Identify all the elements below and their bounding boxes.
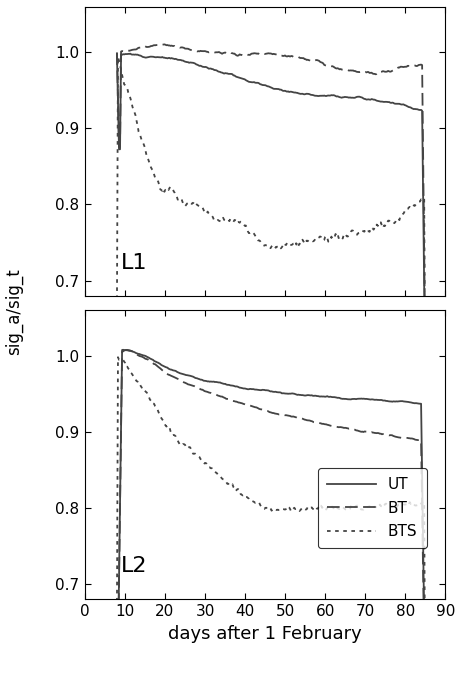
BTS (116, 355, 122, 364)
Line: UT: UT (117, 350, 425, 677)
BT (375, 429, 381, 437)
UT (115, 653, 121, 661)
UT (395, 397, 400, 406)
Line: BT: BT (117, 350, 425, 677)
UT (304, 391, 309, 399)
BT (299, 414, 304, 422)
UT (120, 346, 126, 354)
UT (298, 391, 303, 399)
Line: BTS: BTS (117, 357, 425, 677)
BTS (395, 502, 400, 510)
BTS (115, 353, 121, 362)
BT (304, 416, 309, 424)
BTS (114, 606, 120, 614)
BTS (299, 504, 304, 512)
Text: sig_a/sig_t: sig_a/sig_t (5, 268, 23, 355)
BTS (298, 506, 303, 514)
UT (299, 391, 304, 399)
Text: L1: L1 (121, 253, 147, 273)
X-axis label: days after 1 February: days after 1 February (168, 625, 362, 642)
BTS (304, 505, 309, 513)
BT (395, 433, 400, 441)
Text: L2: L2 (121, 556, 147, 576)
BT (115, 654, 121, 662)
BT (124, 346, 130, 354)
BT (298, 414, 303, 422)
BTS (375, 503, 381, 511)
UT (375, 396, 381, 404)
Legend: UT, BT, BTS: UT, BT, BTS (318, 468, 427, 548)
